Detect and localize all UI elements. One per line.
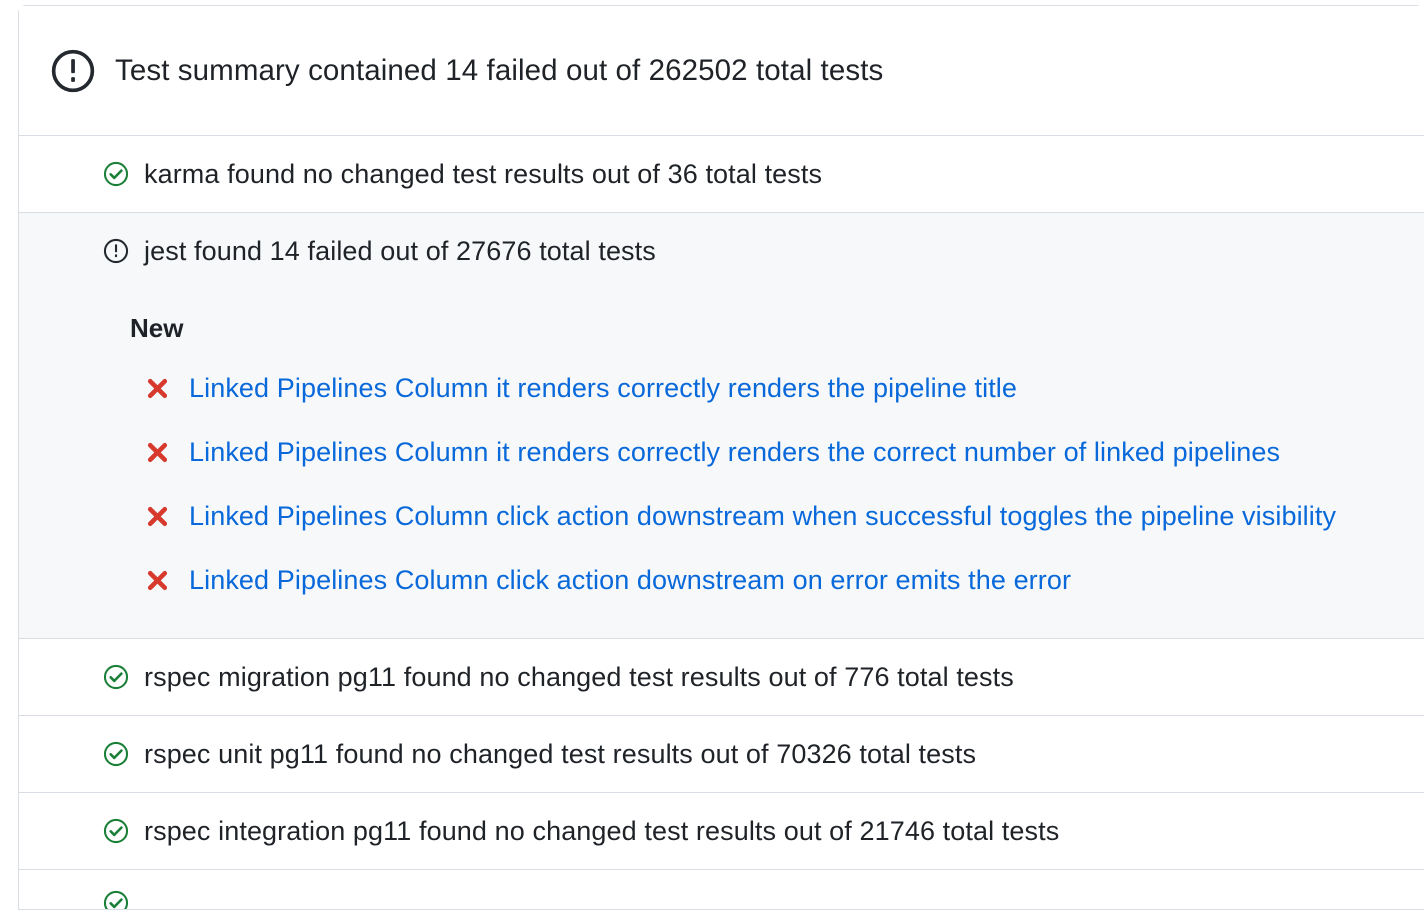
failure-list-item[interactable]: Linked Pipelines Column it renders corre…	[19, 356, 1424, 420]
check-circle-icon	[103, 741, 129, 767]
new-failures-section: New Linked Pipelines Column it renders c…	[19, 289, 1424, 638]
check-circle-icon	[103, 818, 129, 844]
check-circle-icon	[103, 890, 129, 909]
suite-row-jest[interactable]: jest found 14 failed out of 27676 total …	[19, 212, 1424, 289]
failure-link[interactable]: Linked Pipelines Column it renders corre…	[189, 372, 1018, 403]
suite-row-rspec-integration[interactable]: rspec integration pg11 found no changed …	[19, 792, 1424, 869]
suite-label: rspec unit pg11 found no changed test re…	[144, 738, 977, 769]
suite-row-rspec-migration[interactable]: rspec migration pg11 found no changed te…	[19, 638, 1424, 715]
check-circle-icon	[103, 161, 129, 187]
suite-row-karma[interactable]: karma found no changed test results out …	[19, 135, 1424, 212]
check-circle-icon	[103, 664, 129, 690]
suite-label: rspec migration pg11 found no changed te…	[144, 661, 1014, 692]
failure-list-item[interactable]: Linked Pipelines Column click action dow…	[19, 548, 1424, 612]
alert-circle-icon	[103, 238, 129, 264]
failure-link[interactable]: Linked Pipelines Column click action dow…	[189, 500, 1337, 531]
failure-list-item[interactable]: Linked Pipelines Column click action dow…	[19, 484, 1424, 548]
x-mark-icon	[145, 376, 170, 401]
suite-label: jest found 14 failed out of 27676 total …	[144, 235, 656, 266]
suite-row-rspec-unit[interactable]: rspec unit pg11 found no changed test re…	[19, 715, 1424, 792]
failures-heading: New	[130, 313, 184, 343]
suite-label: rspec integration pg11 found no changed …	[144, 815, 1060, 846]
test-summary-header: Test summary contained 14 failed out of …	[19, 6, 1424, 135]
failure-link[interactable]: Linked Pipelines Column click action dow…	[189, 564, 1072, 595]
alert-circle-icon	[50, 48, 96, 94]
page-title: Test summary contained 14 failed out of …	[115, 53, 884, 87]
suite-row-partial[interactable]	[19, 869, 1424, 909]
x-mark-icon	[145, 568, 170, 593]
x-mark-icon	[145, 504, 170, 529]
x-mark-icon	[145, 440, 170, 465]
failure-link[interactable]: Linked Pipelines Column it renders corre…	[189, 436, 1281, 467]
suite-label: karma found no changed test results out …	[144, 158, 823, 189]
failure-list-item[interactable]: Linked Pipelines Column it renders corre…	[19, 420, 1424, 484]
test-summary-panel: Test summary contained 14 failed out of …	[18, 5, 1424, 910]
